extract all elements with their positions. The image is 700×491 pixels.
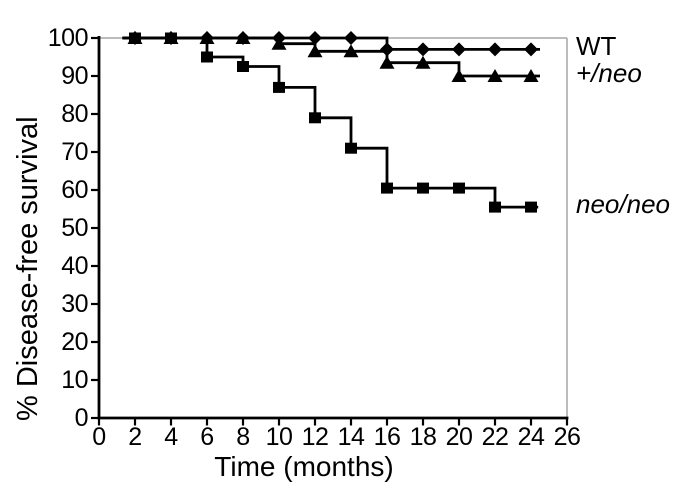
x-tick-label: 8 [236,423,250,451]
marker-square-neo-neo [273,81,285,93]
y-tick-label: 90 [61,62,88,90]
y-tick-label: 0 [74,404,89,432]
x-tick-label: 4 [164,423,178,451]
marker-square-neo-neo [309,112,321,124]
marker-triangle-plus-neo [271,36,287,50]
y-tick-label: 100 [47,24,89,52]
x-tick-label: 20 [445,423,473,451]
marker-diamond-wt [416,42,430,57]
x-tick-label: 16 [373,423,401,451]
legend-label-wt: WT [576,31,617,62]
legend-label-plus-neo: +/neo [576,58,642,88]
y-tick-label: 50 [61,214,88,242]
legend-label-neo-neo: neo/neo [576,189,670,220]
marker-square-neo-neo [129,32,141,44]
x-tick-label: 12 [301,423,329,451]
y-tick-label: 40 [61,252,88,280]
series-line-wt [122,36,540,51]
x-tick-label: 14 [337,423,365,451]
x-tick-label: 10 [265,423,293,451]
marker-triangle-plus-neo [451,69,467,82]
y-tick-label: 70 [61,138,88,166]
marker-triangle-plus-neo [487,69,503,82]
x-axis-title: Time (months) [214,451,394,482]
y-tick-label: 10 [61,366,88,394]
series-line-plus-neo [122,36,540,78]
marker-triangle-plus-neo [523,69,539,82]
marker-square-neo-neo [237,61,249,72]
x-tick-label: 18 [409,423,437,451]
marker-diamond-wt [524,42,538,57]
y-tick-label: 30 [61,290,88,318]
x-tick-label: 26 [553,423,581,451]
marker-triangle-plus-neo [343,44,359,58]
x-tick-label: 24 [517,423,545,451]
y-tick-label: 80 [61,100,88,128]
marker-diamond-wt [308,31,322,45]
marker-square-neo-neo [417,182,429,194]
x-tick-label: 6 [200,423,214,451]
marker-triangle-plus-neo [235,31,251,44]
marker-diamond-wt [488,42,502,57]
marker-square-neo-neo [453,182,465,194]
x-tick-label: 2 [128,423,142,451]
marker-diamond-wt [380,42,394,57]
marker-square-neo-neo [489,201,501,213]
x-tick-label: 22 [481,423,509,451]
marker-square-neo-neo [345,142,357,154]
x-tick-label: 0 [92,423,106,451]
marker-square-neo-neo [525,201,537,213]
marker-square-neo-neo [381,182,393,194]
marker-triangle-plus-neo [379,55,395,69]
y-tick-label: 20 [61,328,88,356]
marker-diamond-wt [344,31,358,45]
marker-diamond-wt [452,42,466,57]
marker-square-neo-neo [201,51,213,63]
marker-square-neo-neo [165,32,177,44]
series-line-neo-neo [122,36,539,209]
marker-triangle-plus-neo [415,55,431,69]
marker-triangle-plus-neo [307,44,323,58]
y-tick-label: 60 [61,176,88,204]
